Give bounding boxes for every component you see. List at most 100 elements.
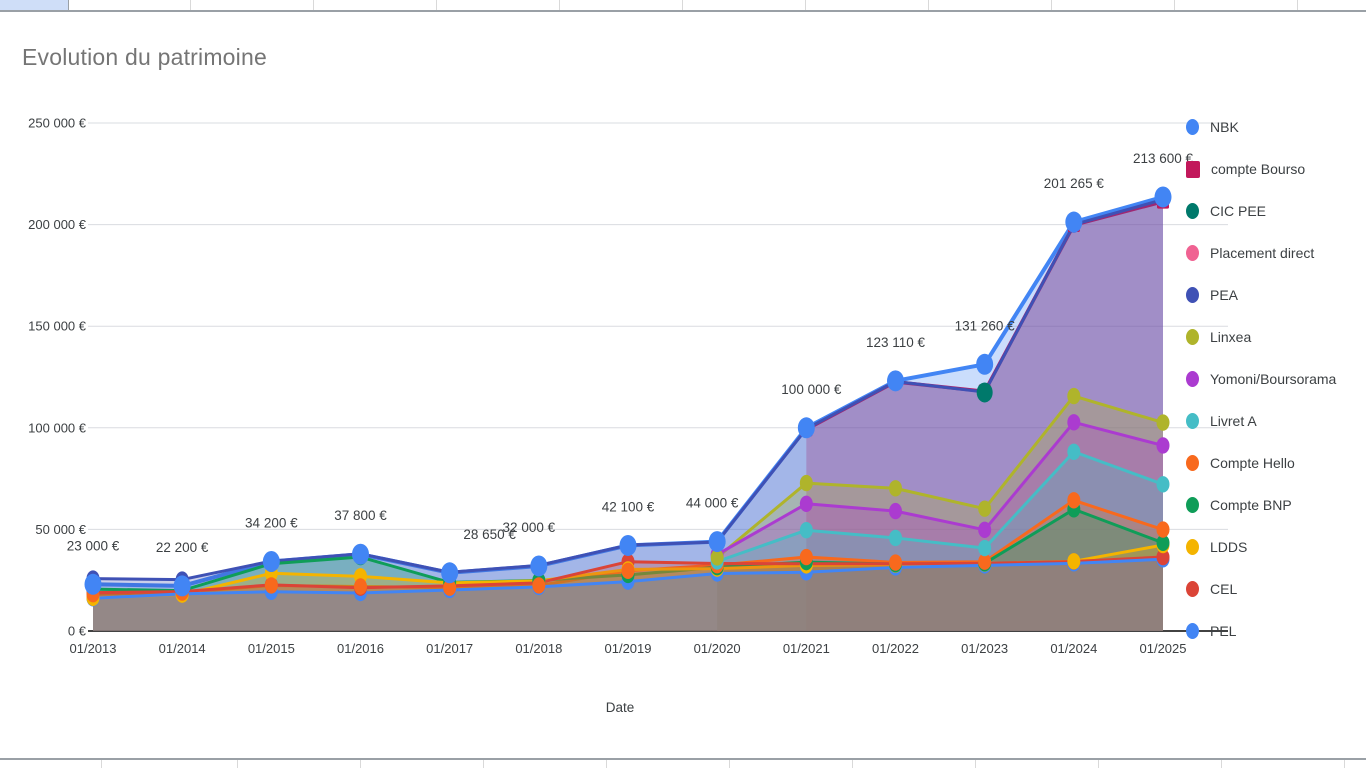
point-yomoni-boursorama xyxy=(889,502,902,520)
x-tick-label: 01/2014 xyxy=(159,641,206,656)
chart-title: Evolution du patrimoine xyxy=(22,44,267,70)
legend-label: PEL xyxy=(1210,623,1237,639)
series-line-livret-a xyxy=(715,450,1165,564)
x-tick-label: 01/2015 xyxy=(248,641,295,656)
x-tick-label: 01/2025 xyxy=(1140,641,1187,656)
point-yomoni-boursorama xyxy=(799,495,813,512)
data-labels: 23 000 € 22 200 € 34 200 € 37 800 € 28 650 €… xyxy=(67,151,1194,555)
point-cic-pee xyxy=(976,382,993,403)
point-nbk xyxy=(441,562,459,584)
legend-label: LDDS xyxy=(1210,539,1248,555)
legend-label: Yomoni/Boursorama xyxy=(1210,371,1337,387)
legend-label: Placement direct xyxy=(1210,245,1315,261)
legend-item-compte-bourso: compte Bourso xyxy=(1186,148,1336,190)
point-linxea xyxy=(710,549,724,566)
legend-marker-nbk xyxy=(1186,119,1199,135)
point-nbk xyxy=(1154,186,1172,208)
y-tick-label: 250 000 € xyxy=(28,116,87,131)
legend-marker-pea xyxy=(1186,287,1199,303)
series-area-pea xyxy=(93,199,1163,632)
x-tick-label: 01/2018 xyxy=(515,641,562,656)
point-label-nbk: 28 650 € xyxy=(463,527,516,542)
legend-marker-compte-hello xyxy=(1186,455,1199,471)
axis-tick-labels: 0 € 50 000 € 100 000 € 150 000 € 200 000 € 25… xyxy=(28,116,1186,657)
legend-item-placement-direct: Placement direct xyxy=(1186,232,1336,274)
legend-item-cel: CEL xyxy=(1186,568,1336,610)
point-nbk xyxy=(708,531,726,553)
point-compte-hello xyxy=(443,579,457,596)
point-linxea xyxy=(799,474,813,492)
legend-label: Livret A xyxy=(1210,413,1257,429)
legend-item-nbk: NBK xyxy=(1186,106,1336,148)
point-cel xyxy=(1156,548,1170,566)
y-tick-label: 0 € xyxy=(68,624,87,639)
point-livret-a xyxy=(799,522,813,539)
x-tick-label: 01/2024 xyxy=(1050,641,1097,656)
gridlines xyxy=(88,122,1228,632)
point-compte-hello xyxy=(889,554,902,571)
point-livret-a xyxy=(1067,443,1081,460)
point-linxea xyxy=(889,480,902,497)
selected-cell-highlight[interactable] xyxy=(0,0,69,10)
x-tick-label: 01/2021 xyxy=(783,641,830,656)
series-area-nbk xyxy=(93,196,1163,632)
legend-marker-placement-direct xyxy=(1186,245,1199,261)
spreadsheet-top-row[interactable] xyxy=(0,0,1366,12)
legend-marker-compte-bnp xyxy=(1186,497,1199,513)
point-label-nbk: 34 200 € xyxy=(245,516,298,531)
legend-item-livret-a: Livret A xyxy=(1186,400,1336,442)
legend-item-compte-bnp: Compte BNP xyxy=(1186,484,1336,526)
legend-item-linxea: Linxea xyxy=(1186,316,1336,358)
point-yomoni-boursorama xyxy=(1067,414,1081,431)
spreadsheet-bottom-row[interactable] xyxy=(0,758,1366,768)
point-nbk xyxy=(530,555,548,577)
legend-item-yomoni-boursorama: Yomoni/Boursorama xyxy=(1186,358,1336,400)
point-linxea xyxy=(978,500,992,517)
y-tick-label: 50 000 € xyxy=(35,522,86,537)
legend-marker-linxea xyxy=(1186,329,1199,345)
point-linxea xyxy=(1156,414,1170,431)
point-nbk xyxy=(797,417,815,439)
point-label-nbk: 44 000 € xyxy=(686,496,739,511)
point-compte-hello xyxy=(532,577,546,594)
legend-marker-cic-pee xyxy=(1186,203,1199,219)
legend-item-pea: PEA xyxy=(1186,274,1336,316)
point-livret-a xyxy=(1156,476,1170,493)
point-label-nbk: 131 260 € xyxy=(955,318,1016,333)
point-label-nbk: 32 000 € xyxy=(503,520,556,535)
legend-marker-yomoni-boursorama xyxy=(1186,371,1199,387)
legend-label: PEA xyxy=(1210,287,1239,303)
point-compte-hello xyxy=(799,548,813,566)
legend-label: Compte Hello xyxy=(1210,455,1295,471)
legend-marker-ldds xyxy=(1186,539,1199,555)
point-yomoni-boursorama xyxy=(1156,437,1170,454)
point-label-nbk: 213 600 € xyxy=(1133,151,1194,166)
point-label-nbk: 22 200 € xyxy=(156,540,209,555)
y-tick-label: 150 000 € xyxy=(28,319,87,334)
legend-marker-cel xyxy=(1186,581,1199,597)
point-nbk xyxy=(887,370,904,392)
point-compte-hello xyxy=(621,562,635,580)
point-label-nbk: 23 000 € xyxy=(67,538,120,553)
point-label-nbk: 42 100 € xyxy=(602,499,655,514)
point-nbk xyxy=(1065,211,1083,233)
legend-item-pel: PEL xyxy=(1186,610,1336,652)
legend-marker-livret-a xyxy=(1186,413,1199,429)
point-compte-hello xyxy=(978,553,992,570)
point-label-nbk: 37 800 € xyxy=(334,508,387,523)
point-nbk xyxy=(619,534,637,556)
point-nbk xyxy=(262,551,280,573)
legend-marker-compte-bourso xyxy=(1186,160,1200,178)
point-compte-bnp xyxy=(1156,534,1170,552)
legend-item-compte-hello: Compte Hello xyxy=(1186,442,1336,484)
point-nbk xyxy=(352,543,369,565)
x-tick-label: 01/2019 xyxy=(605,641,652,656)
point-linxea xyxy=(1067,387,1081,405)
series-area-livret-a xyxy=(717,451,1163,631)
legend-label: CEL xyxy=(1210,581,1238,597)
point-compte-hello xyxy=(354,578,367,595)
x-tick-label: 01/2017 xyxy=(426,641,473,656)
chart-legend: NBK compte Bourso CIC PEE Placement direct P… xyxy=(1186,106,1336,652)
